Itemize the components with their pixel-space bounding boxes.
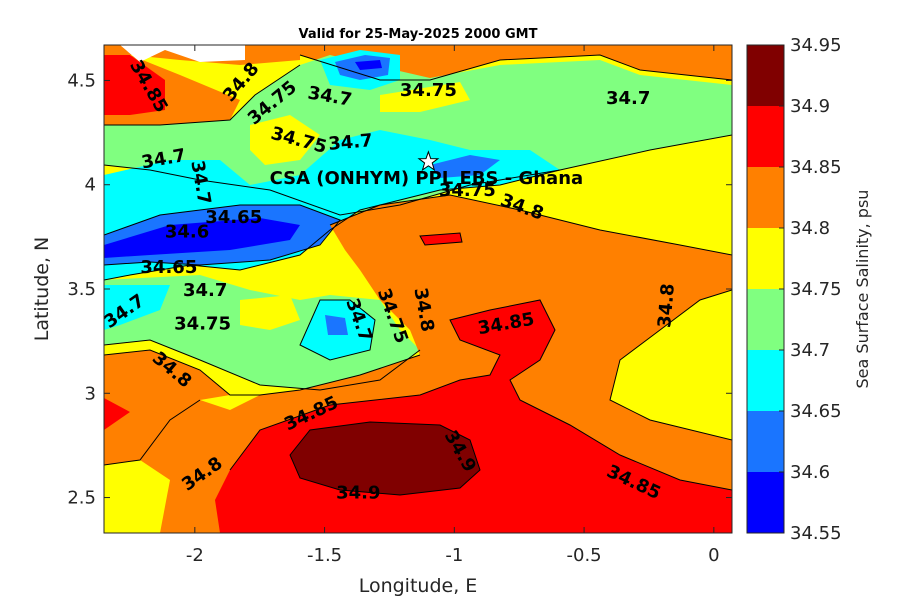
y-tick-label: 2.5 [67, 488, 96, 509]
colorbar-tick-label: 34.7 [790, 340, 830, 361]
contour-label: 34.7 [327, 130, 373, 155]
contour-label: 34.7 [606, 88, 650, 109]
band-34.55-34.6-core [104, 218, 300, 258]
colorbar-band [747, 167, 784, 228]
band-34.75-south-island [240, 295, 300, 330]
band-34.8-34.85-west [104, 350, 230, 465]
band-34.75-34.8-east [615, 290, 732, 440]
x-axis: -2 -1.5 -1 -0.5 0 [186, 45, 720, 566]
x-axis-label: Longitude, E [359, 575, 478, 597]
band-34.75-34.8-southwest [104, 460, 170, 533]
y-axis-label: Latitude, N [31, 237, 53, 342]
band-34.8-34.85-top [300, 45, 732, 80]
colorbar-tick-label: 34.6 [790, 462, 830, 483]
colorbar-band [747, 228, 784, 289]
band-34.75-island-2 [380, 82, 470, 112]
contour-label: 34.75 [439, 180, 496, 201]
contour-label: 34.75 [400, 80, 457, 101]
band-34.6-34.65-star [430, 155, 500, 178]
colorbar-band [747, 106, 784, 167]
colorbar-tick-label: 34.9 [790, 96, 830, 117]
band-34.6-34.65-south-blob [325, 315, 348, 335]
contour-label: 34.7 [183, 280, 227, 301]
chart-title: Valid for 25-May-2025 2000 GMT [299, 27, 538, 42]
contour-lines [104, 54, 732, 496]
x-tick-label: 0 [708, 545, 719, 566]
contour-label: 34.6 [165, 222, 209, 243]
contour-label: 34.65 [140, 257, 197, 278]
contour-label: 34.75 [174, 313, 231, 334]
band-34.85-34.9-west [104, 398, 130, 430]
colorbar-band [747, 350, 784, 411]
colorbar-tick-label: 34.65 [790, 401, 842, 422]
y-tick-label: 3.5 [67, 279, 96, 300]
contour-field: 34.85 34.834.75 34.7 34.75 34.734.7534.734.7… [104, 45, 732, 533]
colorbar-tick-label: 34.85 [790, 157, 842, 178]
site-label: CSA (ONHYM) PPL EBS - Ghana [270, 168, 584, 189]
site-star-icon [417, 150, 440, 172]
x-tick-label: -1 [445, 545, 463, 566]
colorbar-tick-label: 34.55 [790, 523, 842, 544]
colorbar: 34.55 34.6 34.65 34.7 34.75 34.8 34.85 34.9 34.9… [746, 35, 842, 544]
band-34.9-34.95-core [290, 422, 480, 495]
band-34.75-island [250, 115, 320, 165]
colorbar-band [747, 411, 784, 472]
contour-label: 34.65 [205, 207, 262, 228]
y-tick-label: 4.5 [67, 70, 96, 91]
x-tick-label: -1.5 [307, 545, 342, 566]
band-34.55-34.6-top [355, 60, 382, 70]
x-tick-label: -2 [186, 545, 204, 566]
colorbar-tick-label: 34.95 [790, 35, 842, 56]
colorbar-tick-label: 34.75 [790, 279, 842, 300]
y-tick-label: 4 [85, 175, 96, 196]
no-data-patch [120, 45, 245, 62]
band-34.85-34.9-patch [420, 233, 462, 245]
colorbar-tick-label: 34.8 [790, 218, 830, 239]
y-axis: 2.5 3 3.5 4 4.5 [67, 70, 732, 509]
colorbar-label: Sea Surface Salinity, psu [853, 190, 872, 389]
x-tick-label: -0.5 [567, 545, 602, 566]
colorbar-band [747, 472, 784, 533]
band-34.7-34.75-north [104, 55, 732, 215]
site-marker: CSA (ONHYM) PPL EBS - Ghana [270, 150, 584, 189]
band-34.65-34.7-southwest [104, 285, 170, 330]
y-tick-label: 3 [85, 383, 96, 404]
contour-label: 34.8 [654, 283, 679, 329]
band-34.85-34.9-topleft [104, 55, 165, 115]
contour-label: 34.9 [336, 482, 380, 503]
colorbar-band [747, 289, 784, 350]
colorbar-band [747, 45, 784, 106]
